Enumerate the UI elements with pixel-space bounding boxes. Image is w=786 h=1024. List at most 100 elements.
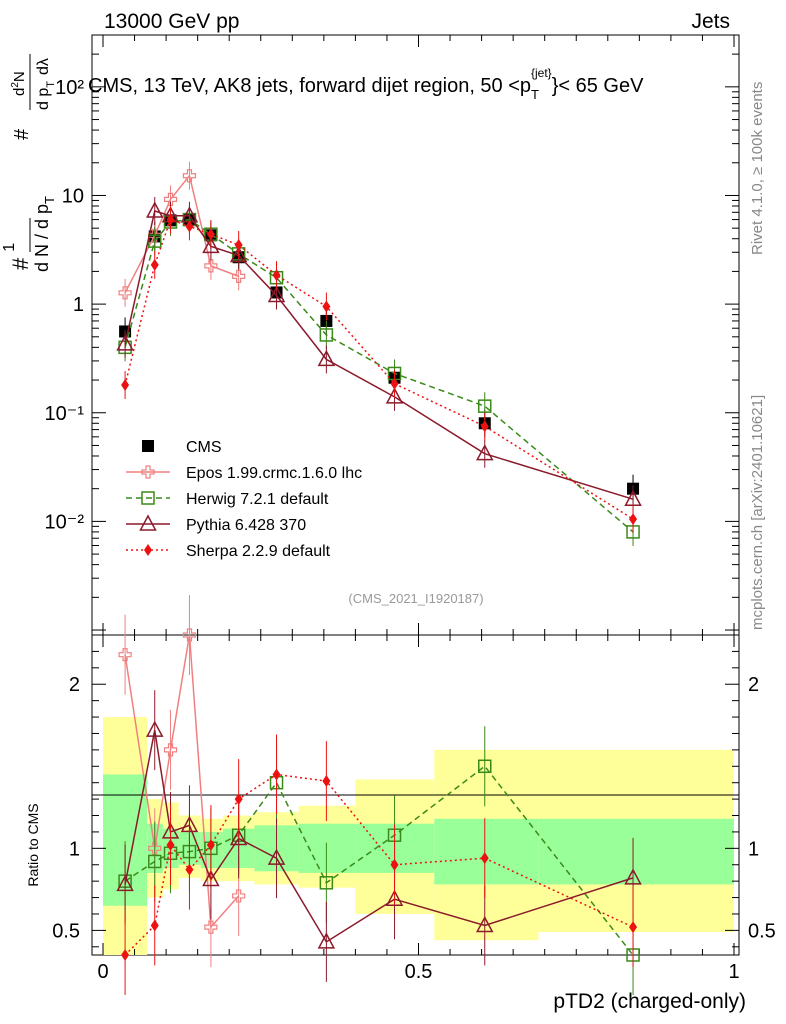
- ratio-point: [629, 921, 638, 934]
- ratio-point: [229, 828, 248, 846]
- data-point: [118, 286, 132, 300]
- data-point: [182, 169, 197, 183]
- ratio-point: [148, 841, 162, 855]
- data-point: [390, 377, 399, 390]
- legend-label: Sherpa 2.2.9 default: [186, 543, 331, 560]
- band-inner: [538, 818, 734, 885]
- side-label-mcplots: mcplots.cern.ch [arXiv:2401.10621]: [749, 395, 766, 630]
- data-point: [317, 349, 336, 367]
- series-epos: [118, 161, 246, 307]
- ratio-point: [118, 648, 132, 662]
- data-point: [166, 213, 175, 226]
- plot-title-main: CMS, 13 TeV, AK8 jets, forward dijet reg…: [88, 75, 531, 97]
- y-tick-label-ratio-right: 2: [748, 674, 759, 696]
- plot-title: CMS, 13 TeV, AK8 jets, forward dijet reg…: [88, 66, 644, 102]
- ratio-point: [166, 839, 175, 852]
- data-point: [385, 387, 404, 404]
- legend-label: Epos 1.99.crmc.1.6.0 lhc: [186, 465, 362, 482]
- data-point: [480, 420, 489, 433]
- ratio-point: [121, 949, 130, 961]
- x-tick-label: 0.5: [405, 961, 433, 983]
- y-tick-label-main: 10⁻²: [45, 511, 85, 533]
- plot-title-end: }< 65 GeV: [552, 75, 644, 97]
- legend-marker: [142, 440, 154, 452]
- x-tick-label: 1: [728, 961, 739, 983]
- y-tick-label-main: 10⁻¹: [45, 403, 85, 425]
- legend-marker: [144, 544, 152, 556]
- ratio-point: [116, 874, 134, 892]
- series-line: [124, 218, 634, 520]
- data-point: [478, 399, 492, 413]
- svg-text:d N / d pT: d N / d pT: [32, 196, 57, 272]
- y-axis-label-ratio: Ratio to CMS: [25, 803, 41, 886]
- ratio-point: [624, 868, 642, 885]
- svg-text:d2N: d2N: [10, 71, 28, 96]
- data-point: [150, 258, 159, 271]
- legend-label: CMS: [186, 439, 222, 456]
- data-point: [322, 300, 331, 313]
- x-axis-label: pTD2 (charged-only): [553, 990, 746, 1013]
- x-tick-label: 0: [97, 961, 108, 983]
- svg-text:#: #: [11, 128, 33, 140]
- y-tick-label-ratio: 2: [69, 674, 80, 696]
- legend: CMS Epos 1.99.crmc.1.6.0 lhc Herwig 7.2.1 …: [126, 439, 362, 560]
- ratio-point: [390, 858, 399, 871]
- header-right: Jets: [691, 10, 730, 33]
- ratio-point: [145, 720, 164, 737]
- data-point: [319, 328, 334, 342]
- ratio-point: [234, 793, 243, 806]
- data-point: [206, 228, 215, 241]
- y-tick-label-ratio: 0.5: [52, 920, 80, 942]
- plot-title-sup: {jet}: [531, 66, 552, 80]
- ratio-point: [185, 863, 194, 876]
- ratio-point: [147, 854, 162, 869]
- ratio-uncertainty-bands: [103, 717, 734, 955]
- legend-label: Herwig 7.2.1 default: [186, 491, 329, 508]
- svg-text:#1: #1: [1, 243, 33, 270]
- data-point: [232, 269, 246, 283]
- band-inner: [298, 823, 356, 873]
- data-point: [629, 513, 638, 526]
- ratio-point: [206, 839, 215, 852]
- legend-entry: Herwig 7.2.1 default: [126, 491, 329, 508]
- series-sherpa: [121, 205, 638, 534]
- side-label-rivet: Rivet 4.1.0, ≥ 100k events: [749, 82, 766, 255]
- ratio-series-group: [116, 595, 642, 995]
- series-line: [124, 174, 239, 294]
- y-tick-label-ratio-right: 0.5: [748, 920, 776, 942]
- legend-entry: Epos 1.99.crmc.1.6.0 lhc: [126, 465, 362, 482]
- y-tick-label-ratio-right: 1: [748, 838, 759, 860]
- axis-ticks: 0 0.5 1 10⁻² 10⁻¹ 1 10 10² 0.5 0.5 1 1 2 2: [45, 34, 776, 983]
- analysis-watermark: (CMS_2021_I1920187): [348, 591, 483, 606]
- data-point: [163, 192, 178, 207]
- data-point: [204, 259, 218, 273]
- series-cms: [119, 205, 640, 503]
- ratio-point: [182, 628, 197, 642]
- ratio-point: [319, 876, 334, 890]
- data-point: [116, 334, 134, 351]
- main-series-group: [116, 161, 642, 546]
- ratio-point: [476, 915, 494, 933]
- legend-entry: CMS: [142, 439, 222, 456]
- legend-marker: [141, 491, 155, 505]
- data-point: [185, 220, 194, 233]
- data-point: [121, 379, 130, 392]
- ratio-point: [267, 848, 286, 865]
- data-point: [145, 201, 164, 218]
- ratio-point: [204, 920, 218, 934]
- legend-entry: Sherpa 2.2.9 default: [126, 543, 331, 560]
- data-point: [272, 269, 281, 282]
- ratio-point: [478, 759, 492, 774]
- ratio-point: [480, 852, 489, 865]
- data-point: [202, 236, 220, 254]
- ratio-point: [163, 743, 178, 757]
- legend-marker: [139, 514, 157, 531]
- ratio-point: [322, 775, 331, 788]
- ratio-point: [232, 889, 246, 903]
- y-axis-label-main: #1 d N / d pT # d2N d pTdλ: [1, 54, 57, 272]
- ratio-sherpa: [121, 734, 638, 995]
- ratio-point: [272, 768, 281, 781]
- ratio-point: [385, 889, 404, 906]
- y-tick-label-main: 10: [62, 185, 84, 207]
